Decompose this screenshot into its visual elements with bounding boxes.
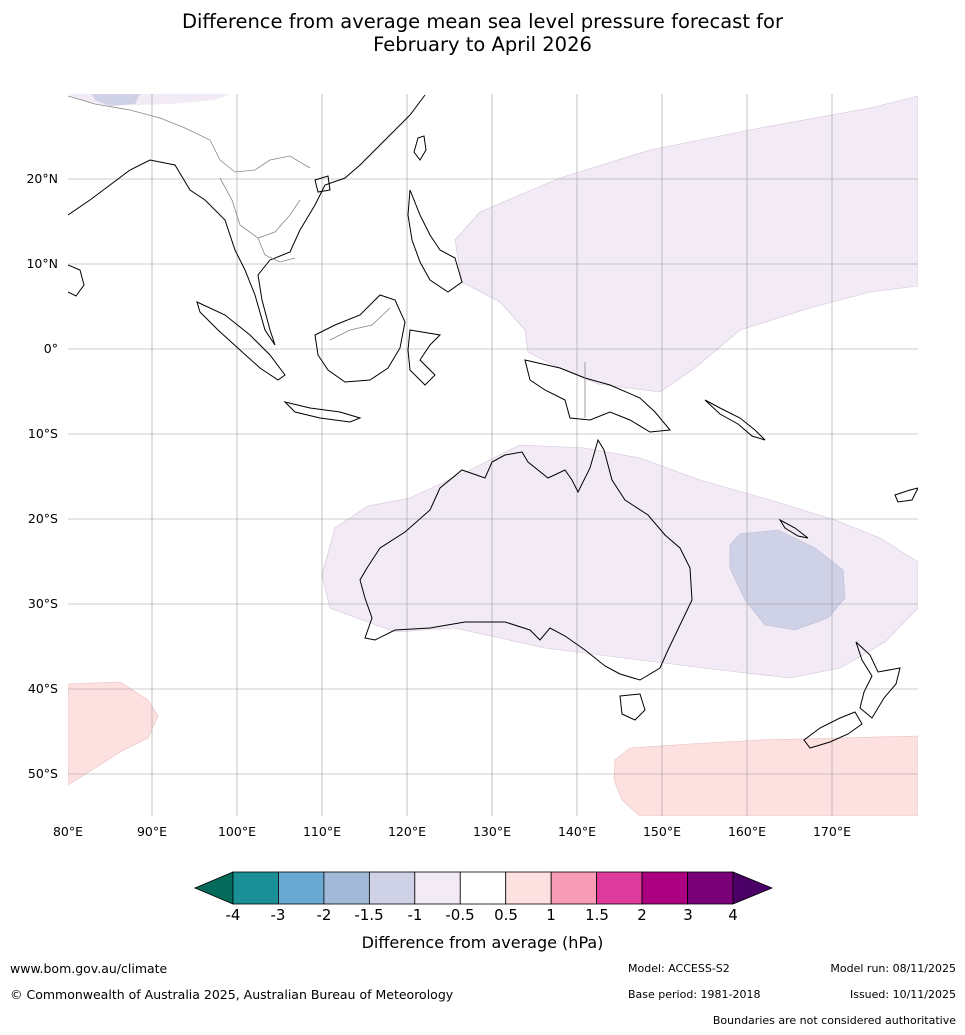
footer-issued: Issued: 10/11/2025 bbox=[849, 988, 956, 1001]
borneo-coastline bbox=[314, 294, 406, 383]
philippines-coastline bbox=[407, 189, 463, 293]
new-guinea-coastline bbox=[524, 359, 671, 433]
colorbar-cell bbox=[323, 871, 370, 905]
colorbar-tick: -3 bbox=[270, 906, 286, 924]
sulawesi-coastline bbox=[407, 329, 442, 386]
lon-label-130e: 130°E bbox=[472, 824, 511, 839]
lat-label-20n: 20°N bbox=[26, 171, 58, 186]
colorbar-cell bbox=[505, 871, 552, 905]
colorbar-tick: 4 bbox=[728, 906, 738, 924]
tasmania-coastline bbox=[619, 693, 646, 721]
colorbar-tick: -0.5 bbox=[445, 906, 475, 924]
colorbar-cell bbox=[550, 871, 598, 905]
new-zealand-south-coastline bbox=[803, 711, 863, 749]
lat-label-50s: 50°S bbox=[27, 766, 58, 781]
footer-copyright: © Commonwealth of Australia 2025, Austra… bbox=[10, 987, 454, 1002]
coastlines bbox=[68, 94, 918, 749]
colorbar-tick: -2 bbox=[316, 906, 332, 924]
hainan-coastline bbox=[314, 175, 331, 193]
anomaly-region-western-pacific bbox=[454, 95, 918, 393]
colorbar-cell bbox=[232, 871, 279, 905]
anomaly-region-himalaya-darker bbox=[92, 94, 140, 106]
colorbar-tick: -1.5 bbox=[354, 906, 384, 924]
anomaly-region-southern-ocean bbox=[613, 735, 918, 816]
title-line-1: Difference from average mean sea level p… bbox=[182, 10, 783, 33]
colorbar-tick: -4 bbox=[225, 906, 241, 924]
chart-title: Difference from average mean sea level p… bbox=[0, 10, 965, 56]
lon-label-120e: 120°E bbox=[387, 824, 426, 839]
forecast-map bbox=[68, 94, 918, 816]
title-line-2: February to April 2026 bbox=[373, 33, 592, 56]
lat-label-40s: 40°S bbox=[27, 681, 58, 696]
lon-label-100e: 100°E bbox=[217, 824, 256, 839]
lon-label-170e: 170°E bbox=[812, 824, 851, 839]
colorbar-tick: 1.5 bbox=[585, 906, 609, 924]
taiwan-coastline bbox=[413, 135, 427, 161]
colorbar-cells bbox=[232, 871, 734, 905]
lon-label-150e: 150°E bbox=[642, 824, 681, 839]
australia-coastline bbox=[359, 438, 693, 681]
lon-label-160e: 160°E bbox=[727, 824, 766, 839]
solomon-islands-coastline bbox=[704, 399, 766, 441]
colorbar-tick: 2 bbox=[637, 906, 647, 924]
footer-model-run: Model run: 08/11/2025 bbox=[830, 962, 956, 975]
colorbar-extend-high bbox=[732, 871, 774, 905]
new-caledonia-coastline bbox=[778, 518, 809, 539]
anomaly-region-tasman bbox=[729, 529, 846, 631]
java-coastline bbox=[283, 401, 362, 423]
sumatra-coastline bbox=[196, 301, 286, 381]
lon-label-140e: 140°E bbox=[557, 824, 596, 839]
colorbar-extend-low bbox=[193, 871, 234, 905]
anomaly-layer bbox=[68, 94, 918, 816]
colorbar-cell bbox=[596, 871, 643, 905]
colorbar-cell bbox=[687, 871, 734, 905]
lon-label-110e: 110°E bbox=[302, 824, 341, 839]
footer-disclaimer: Boundaries are not considered authoritat… bbox=[712, 1014, 956, 1027]
lon-label-80e: 80°E bbox=[52, 824, 84, 839]
fiji-coastline bbox=[894, 487, 918, 503]
footer-url[interactable]: www.bom.gov.au/climate bbox=[10, 961, 168, 976]
lon-label-90e: 90°E bbox=[136, 824, 168, 839]
lat-label-0: 0° bbox=[43, 341, 58, 356]
anomaly-region-indian-ocean bbox=[68, 681, 159, 786]
graticule bbox=[68, 94, 918, 816]
footer-model: Model: ACCESS-S2 bbox=[628, 962, 730, 975]
colorbar bbox=[193, 871, 774, 905]
sri-lanka-coastline bbox=[68, 264, 85, 297]
colorbar-cell bbox=[414, 871, 461, 905]
lat-label-10n: 10°N bbox=[26, 256, 58, 271]
colorbar-tick: 1 bbox=[546, 906, 556, 924]
colorbar-cell bbox=[641, 871, 688, 905]
lat-label-10s: 10°S bbox=[27, 426, 58, 441]
colorbar-cell bbox=[459, 871, 507, 905]
country-borders bbox=[68, 95, 586, 418]
lat-label-30s: 30°S bbox=[27, 596, 58, 611]
colorbar-cell bbox=[368, 871, 416, 905]
colorbar-tick: 3 bbox=[683, 906, 693, 924]
colorbar-tick: -1 bbox=[407, 906, 423, 924]
asia-coastline bbox=[68, 94, 426, 346]
new-zealand-north-coastline bbox=[855, 641, 901, 719]
colorbar-label: Difference from average (hPa) bbox=[361, 933, 604, 952]
lat-label-20s: 20°S bbox=[27, 511, 58, 526]
colorbar-cell bbox=[278, 871, 325, 905]
footer-base-period: Base period: 1981-2018 bbox=[628, 988, 761, 1001]
colorbar-tick: 0.5 bbox=[494, 906, 518, 924]
